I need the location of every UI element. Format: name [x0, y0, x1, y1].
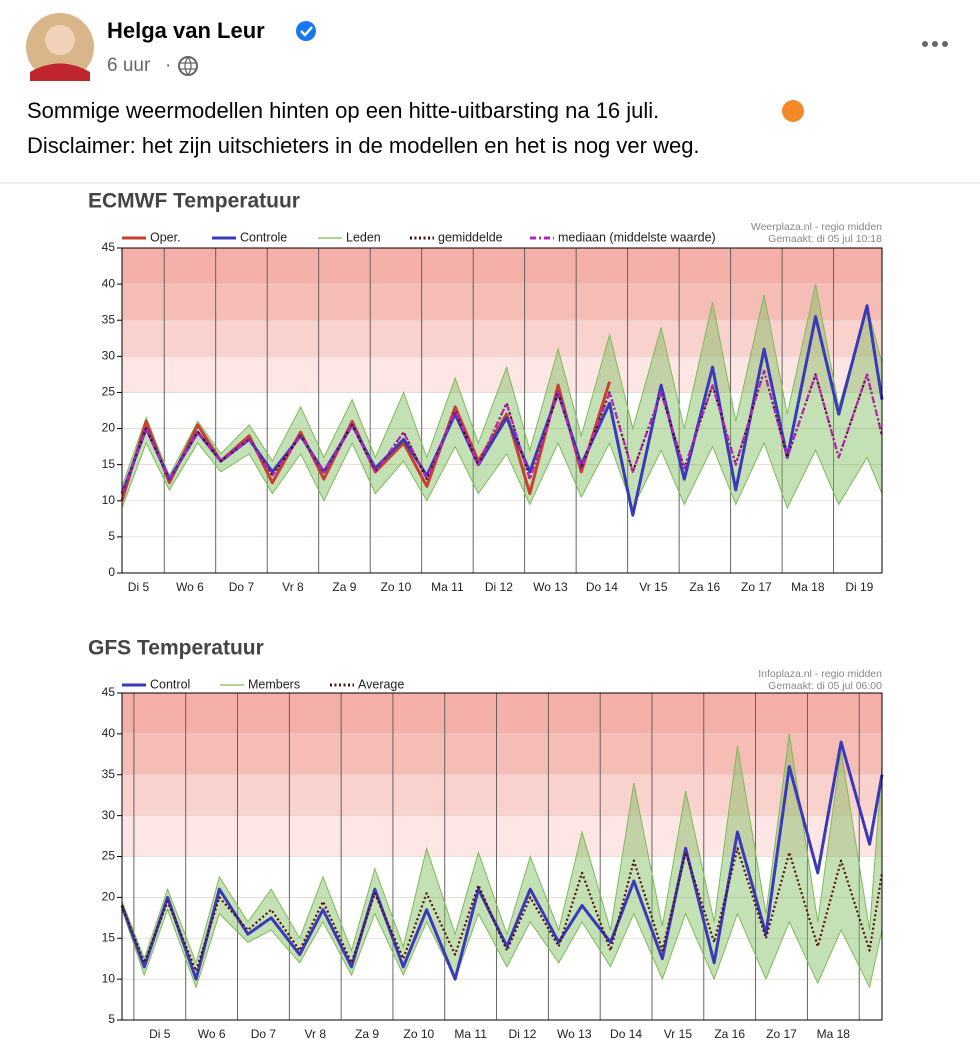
heat-zone: [122, 733, 882, 775]
legend-label: mediaan (middelste waarde): [558, 230, 716, 244]
heat-zone: [122, 320, 882, 357]
x-tick-label: Di 5: [149, 1027, 171, 1041]
x-tick-label: Zo 10: [381, 580, 412, 594]
x-tick-label: Do 14: [610, 1027, 642, 1041]
x-tick-label: Zo 10: [404, 1027, 435, 1041]
y-tick-label: 5: [108, 529, 115, 543]
x-tick-label: Za 16: [714, 1027, 745, 1041]
x-tick-label: Di 19: [845, 580, 873, 594]
y-tick-label: 40: [102, 276, 116, 290]
verified-check: [300, 26, 313, 37]
x-tick-label: Do 7: [251, 1027, 277, 1041]
legend-label: gemiddelde: [438, 230, 503, 244]
y-tick-label: 30: [102, 349, 116, 363]
author[interactable]: Helga van Leur: [107, 18, 265, 43]
x-tick-label: Za 9: [355, 1027, 379, 1041]
heat-zone: [122, 815, 882, 857]
y-tick-label: 45: [102, 685, 116, 699]
y-tick-label: 35: [102, 312, 116, 326]
chart-title: ECMWF Temperatuur: [88, 190, 300, 213]
x-tick-label: Vr 15: [664, 1027, 693, 1041]
avatar-clothes: [30, 63, 90, 81]
x-tick-label: Zo 17: [741, 580, 772, 594]
y-tick-label: 40: [102, 726, 116, 740]
members-edge: [121, 733, 883, 965]
heat-zone: [122, 248, 882, 285]
x-tick-label: Vr 8: [304, 1027, 326, 1041]
more-menu[interactable]: [922, 41, 948, 47]
y-tick-label: 0: [108, 565, 115, 579]
members-edge: [121, 284, 883, 487]
x-tick-label: Do 14: [586, 580, 618, 594]
y-tick-label: 30: [102, 808, 116, 822]
source-note: Weerplaza.nl - regio midden: [751, 221, 882, 233]
x-tick-label: Di 12: [508, 1027, 536, 1041]
legend-label: Control: [150, 677, 190, 691]
x-tick-label: Zo 17: [766, 1027, 797, 1041]
y-tick-label: 15: [102, 457, 116, 471]
x-tick-label: Za 9: [332, 580, 356, 594]
x-tick-label: Wo 6: [198, 1027, 226, 1041]
x-tick-label: Vr 8: [282, 580, 304, 594]
verified-badge: [296, 21, 316, 41]
dot: [942, 41, 948, 47]
post-time[interactable]: 6 uur: [107, 55, 151, 76]
x-tick-label: Wo 6: [176, 580, 204, 594]
legend-label: Controle: [240, 230, 287, 244]
emoji: [782, 100, 804, 122]
source-note: Infoplaza.nl - regio midden: [758, 668, 882, 680]
legend-label: Average: [358, 677, 404, 691]
series-line: [120, 740, 884, 981]
legend-label: Members: [248, 677, 300, 691]
series-line: [120, 369, 884, 494]
y-tick-label: 20: [102, 421, 116, 435]
heat-zone: [122, 774, 882, 816]
source-note: Gemaakt: di 05 jul 10:18: [768, 233, 882, 245]
legend-label: Oper.: [150, 230, 181, 244]
y-tick-label: 45: [102, 240, 116, 254]
members-edge: [121, 441, 883, 510]
x-tick-label: Di 5: [128, 580, 150, 594]
y-tick-label: 25: [102, 385, 116, 399]
source-note: Gemaakt: di 05 jul 06:00: [768, 680, 882, 692]
post-text: Disclaimer: het zijn uitschieters in de …: [27, 133, 700, 158]
x-tick-label: Wo 13: [533, 580, 568, 594]
heat-zone: [122, 284, 882, 321]
x-tick-label: Ma 18: [817, 1027, 851, 1041]
members-edge: [121, 908, 883, 989]
y-tick-label: 20: [102, 890, 116, 904]
avatar-face: [45, 25, 75, 55]
legend-label: Leden: [346, 230, 381, 244]
x-tick-label: Vr 15: [639, 580, 668, 594]
y-tick-label: 5: [108, 1012, 115, 1026]
x-tick-label: Ma 11: [454, 1027, 487, 1041]
plot-frame: [121, 692, 883, 1021]
globe-lines: [180, 56, 196, 76]
dot: [932, 41, 938, 47]
x-tick-label: Ma 18: [791, 580, 825, 594]
post-text: Sommige weermodellen hinten op een hitte…: [27, 98, 659, 123]
dot: [922, 41, 928, 47]
y-tick-label: 25: [102, 849, 116, 863]
x-tick-label: Do 7: [229, 580, 255, 594]
chart-title: GFS Temperatuur: [88, 637, 264, 660]
x-tick-label: Di 12: [485, 580, 513, 594]
x-tick-label: Wo 13: [557, 1027, 592, 1041]
plot-frame: [121, 247, 883, 574]
y-tick-label: 10: [102, 493, 116, 507]
separator: ·: [165, 55, 171, 76]
x-tick-label: Ma 11: [431, 580, 464, 594]
heat-zone: [122, 693, 882, 734]
x-tick-label: Za 16: [690, 580, 721, 594]
y-tick-label: 35: [102, 767, 116, 781]
y-tick-label: 10: [102, 971, 116, 985]
y-tick-label: 15: [102, 930, 116, 944]
